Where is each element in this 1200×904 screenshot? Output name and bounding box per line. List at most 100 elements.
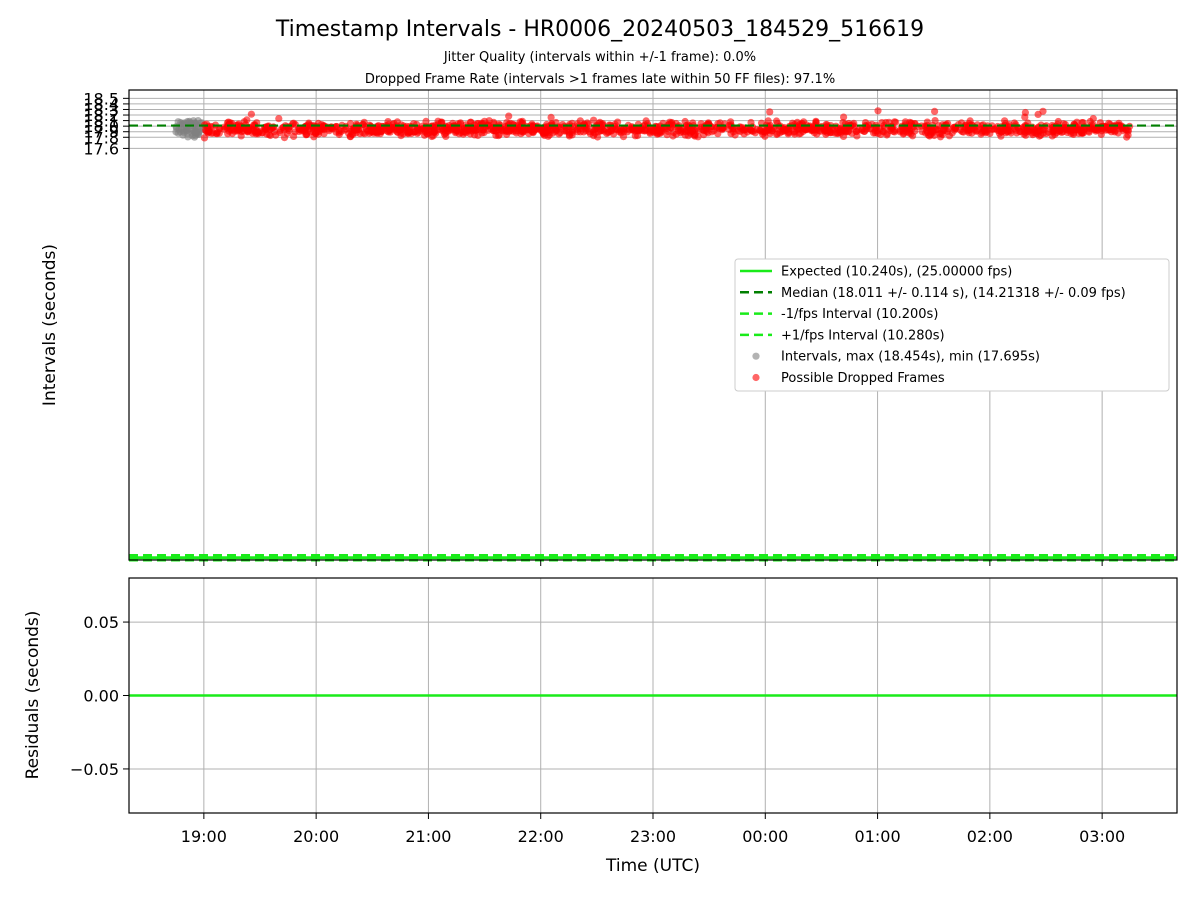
dropped-frame-point: [607, 126, 616, 134]
top-y-tick-label: 18.2: [83, 106, 119, 125]
dropped-frame-point: [684, 132, 692, 140]
dropped-frame-point: [275, 115, 283, 123]
dropped-frame-point: [892, 118, 900, 126]
dropped-frame-point: [808, 126, 816, 134]
dropped-frame-point: [1105, 126, 1114, 134]
dropped-frame-point: [256, 127, 264, 135]
dropped-frame-point: [244, 125, 252, 133]
dropped-frame-point: [926, 132, 934, 140]
dropped-frame-point: [663, 131, 671, 139]
dropped-frame-point: [740, 126, 748, 134]
dropped-frame-point: [694, 133, 702, 141]
dropped-frame-point: [1067, 129, 1075, 138]
dropped-frame-point: [1048, 126, 1056, 134]
top-y-tick-label: 17.8: [83, 128, 119, 147]
legend-label: +1/fps Interval (10.280s): [781, 328, 945, 343]
dropped-frame-point: [944, 125, 953, 133]
dropped-frame-point: [718, 125, 726, 133]
dropped-frame-point: [963, 127, 972, 135]
dropped-frame-point: [986, 129, 994, 137]
dropped-frame-point: [958, 128, 966, 136]
dropped-frame-point: [1037, 131, 1045, 139]
interval-point: [172, 128, 180, 136]
dropped-frame-point: [1058, 128, 1066, 136]
dropped-frame-point: [247, 110, 255, 118]
top-y-axis-label: Intervals (seconds): [40, 244, 60, 406]
legend-label: Possible Dropped Frames: [781, 371, 945, 386]
legend-marker: [752, 373, 760, 382]
dropped-frame-point: [1124, 126, 1132, 134]
dropped-frame-point: [834, 129, 842, 137]
dropped-frame-point: [681, 117, 689, 126]
dropped-frame-point: [995, 129, 1004, 137]
dropped-frame-point: [641, 127, 649, 135]
dropped-frame-point: [1007, 129, 1015, 137]
dropped-frame-point: [422, 117, 430, 125]
dropped-frame-point: [547, 113, 555, 121]
bottom-y-axis-label: Residuals (seconds): [23, 611, 43, 780]
dropped-frame-point: [444, 125, 452, 133]
dropped-frame-point: [276, 126, 284, 134]
dropped-frame-point: [870, 129, 878, 137]
dropped-frame-point: [812, 118, 820, 126]
dropped-frame-point: [861, 127, 869, 135]
dropped-frame-point: [1078, 119, 1086, 127]
legend-marker: [752, 352, 760, 360]
dropped-frame-point: [828, 128, 836, 137]
dropped-frame-point: [889, 127, 897, 135]
dropped-frame-point: [557, 123, 565, 131]
dropped-frame-point: [505, 112, 513, 120]
bottom-y-tick-label: 0.05: [83, 613, 119, 632]
x-tick-label: 02:00: [967, 827, 1013, 846]
dropped-frame-point: [668, 118, 676, 127]
dropped-frame-point: [620, 128, 628, 136]
dropped-frame-point: [1089, 115, 1097, 123]
dropped-frame-point: [1021, 108, 1029, 117]
dropped-frame-point: [421, 127, 429, 135]
dropped-frame-point: [796, 120, 804, 128]
bottom-y-tick-label: −0.05: [70, 760, 119, 779]
legend-label: Intervals, max (18.454s), min (17.695s): [781, 350, 1040, 365]
dropped-frame-point: [205, 128, 213, 136]
chart-subtitle-jitter: Jitter Quality (intervals within +/-1 fr…: [443, 50, 756, 65]
dropped-frame-point: [518, 117, 527, 125]
dropped-frame-point: [844, 128, 852, 136]
dropped-frame-point: [772, 117, 781, 125]
x-tick-label: 23:00: [630, 827, 676, 846]
dropped-frame-point: [1025, 125, 1033, 133]
dropped-frame-point: [440, 130, 449, 138]
dropped-frame-point: [386, 128, 394, 136]
legend-label: -1/fps Interval (10.200s): [781, 307, 938, 322]
dropped-frame-point: [908, 125, 916, 133]
chart-legend: Expected (10.240s), (25.00000 fps) Median…: [734, 258, 1170, 392]
dropped-frame-point: [823, 121, 831, 129]
legend-label: Median (18.011 +/- 0.114 s), (14.21318 +…: [781, 286, 1126, 301]
dropped-frame-point: [937, 129, 945, 137]
dropped-frame-point: [1078, 129, 1086, 137]
dropped-frame-point: [594, 133, 602, 141]
top-y-tick-label: 18.4: [83, 95, 119, 114]
dropped-frame-point: [651, 125, 660, 133]
dropped-frame-point: [512, 129, 521, 137]
dropped-frame-point: [749, 127, 757, 135]
dropped-frame-point: [582, 125, 590, 133]
top-y-tick-label: 18.1: [83, 112, 119, 131]
dropped-frame-point: [730, 125, 739, 133]
dropped-frame-point: [840, 113, 848, 121]
dropped-frame-point: [679, 125, 688, 133]
dropped-frame-point: [414, 128, 422, 136]
dropped-frame-point: [731, 131, 739, 139]
dropped-frame-point: [216, 125, 224, 133]
interval-point: [194, 117, 202, 125]
dropped-frame-point: [882, 118, 890, 127]
dropped-frame-point: [431, 121, 439, 129]
legend-box: [734, 258, 1170, 392]
dropped-frame-point: [345, 129, 353, 137]
dropped-frame-point: [688, 126, 697, 135]
x-axis-label: Time (UTC): [605, 856, 700, 876]
x-tick-label: 19:00: [181, 827, 227, 846]
dropped-frame-point: [1001, 125, 1009, 133]
dropped-frame-point: [569, 127, 577, 135]
